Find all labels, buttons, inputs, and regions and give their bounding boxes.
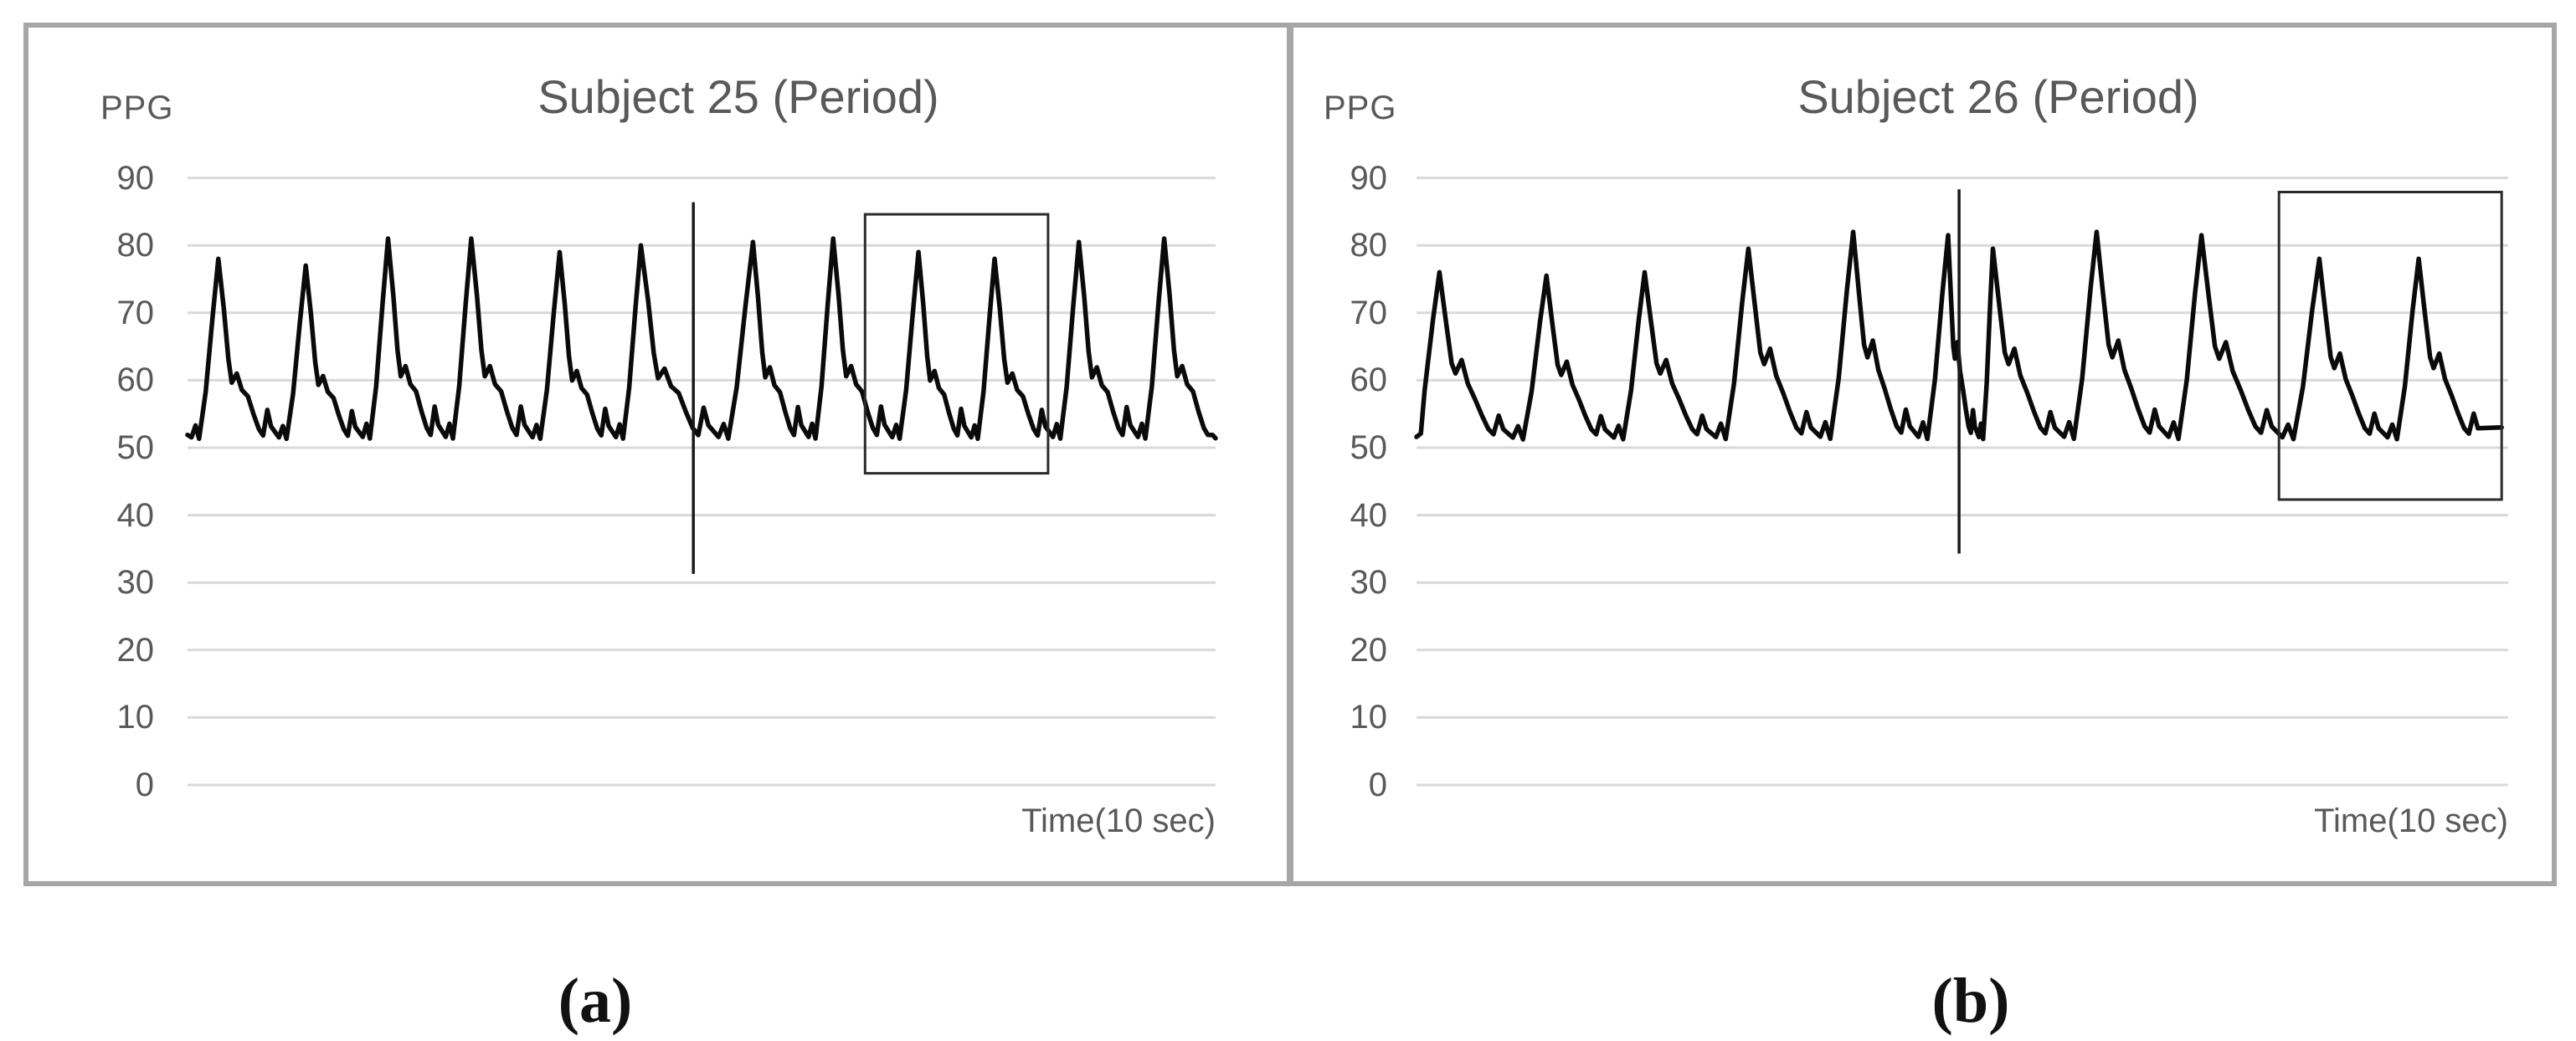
subfigure-label-b: (b) [1931,966,2010,1036]
chart-panel-a: Subject 25 (Period) PPG Time(10 sec) 90 8… [28,28,1287,881]
y-tick-label: 10 [1350,699,1388,736]
y-tick-label: 50 [1350,429,1388,466]
y-tick-label: 70 [116,294,155,331]
ppg-waveform-line [185,236,1218,442]
y-tick-label: 70 [1350,294,1388,331]
y-tick-label: 30 [1350,564,1388,602]
y-tick-label: 20 [116,631,155,669]
y-tick-label: 0 [135,767,154,803]
y-axis-unit-label: PPG [100,90,174,126]
y-tick-label: 90 [116,159,155,197]
y-tick-label: 0 [1368,767,1387,803]
y-tick-label: 80 [1350,227,1388,264]
y-tick-label: 40 [1350,496,1388,534]
chart-panel-b: Subject 26 (Period) PPG Time(10 sec) 90 8… [1293,28,2552,881]
subfigure-label-a: (a) [558,966,633,1036]
y-tick-label: 60 [1350,362,1388,399]
y-axis-unit-label: PPG [1324,90,1397,126]
chart-title: Subject 25 (Period) [537,70,939,123]
x-axis-label: Time(10 sec) [2314,803,2508,839]
y-tick-label: 90 [1350,159,1388,197]
y-tick-label: 40 [116,496,155,534]
x-axis-label: Time(10 sec) [1021,803,1216,839]
chart-title: Subject 26 (Period) [1797,70,2199,123]
y-tick-label: 80 [116,227,155,264]
y-tick-label: 20 [1350,631,1388,669]
y-tick-label: 10 [116,699,155,736]
y-tick-label: 50 [116,429,155,466]
ppg-waveform-plot-a [185,177,1218,787]
ppg-waveform-plot-b [1414,177,2508,787]
y-tick-label: 60 [116,362,155,399]
figure-frame: Subject 25 (Period) PPG Time(10 sec) 90 8… [23,23,2557,886]
y-tick-label: 30 [116,564,155,602]
annotation-box [2277,191,2503,501]
panel-divider [1287,28,1293,881]
ppg-waveform-line [1414,229,2504,442]
annotation-box [863,213,1050,475]
